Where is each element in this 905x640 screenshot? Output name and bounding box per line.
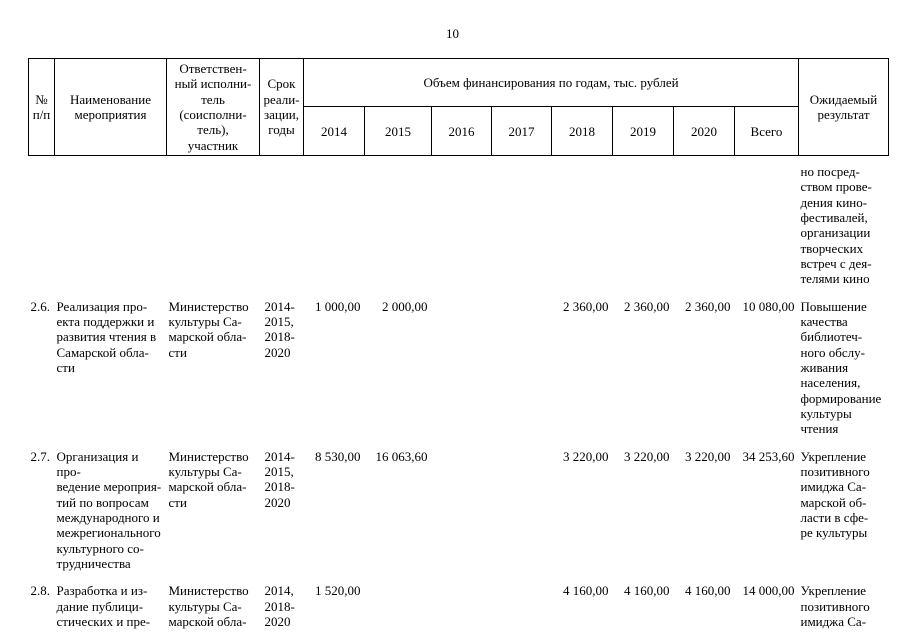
header-year-total: Всего (734, 106, 799, 156)
expected-result-cell: но посред- ством прове- дения кино- фест… (800, 163, 872, 287)
row-number-cell: 2.7. (30, 448, 51, 464)
header-year-2016: 2016 (431, 106, 492, 156)
header-term: Срок реали- зации, годы (259, 58, 304, 156)
header-financing-span: Объем финансирования по годам, тыс. рубл… (303, 57, 799, 108)
year-2015-value-cell: 2 000,00 (382, 298, 428, 314)
header-year-2019: 2019 (612, 106, 674, 156)
term-cell (260, 155, 304, 286)
total-value-cell: 34 253,60 (742, 448, 795, 464)
total-value-cell: 10 080,00 (742, 298, 795, 314)
year-2016-value-cell (432, 437, 492, 572)
header-executor: Ответствен- ный исполни- тель (соисполни… (166, 58, 260, 156)
header-activity-name: Наименование мероприятия (54, 58, 167, 156)
activity-name-cell: Организация и про- ведение мероприя- тий… (56, 448, 162, 571)
term-cell: 2014, 2018- 2020 (264, 583, 295, 629)
row-number-cell (29, 155, 55, 286)
year-2014-value-cell: 8 530,00 (315, 448, 361, 464)
year-2020-value-cell (674, 155, 735, 286)
year-2017-value-cell (492, 437, 552, 572)
year-2018-value-cell: 3 220,00 (563, 448, 609, 464)
year-2016-value-cell (432, 571, 492, 629)
activity-name-cell (55, 155, 167, 286)
activity-name-cell: Реализация про- екта поддержки и развити… (56, 298, 157, 375)
term-cell: 2014- 2015, 2018- 2020 (264, 448, 295, 510)
executor-cell: Министерство культуры Са- марской обла- … (168, 448, 249, 510)
year-2020-value-cell: 2 360,00 (685, 298, 731, 314)
year-2017-value-cell (492, 571, 552, 629)
year-2020-value-cell: 3 220,00 (685, 448, 731, 464)
page-number: 10 (446, 26, 459, 41)
year-2018-value-cell (552, 155, 613, 286)
financing-table: № п/п Наименование мероприятия Ответстве… (28, 57, 889, 629)
year-2015-value-cell: 16 063,60 (375, 448, 428, 464)
row-number-cell: 2.6. (30, 298, 51, 314)
year-2018-value-cell: 2 360,00 (563, 298, 609, 314)
activity-name-cell: Разработка и из- дание публици- стически… (56, 583, 151, 629)
table-body: но посред- ством прове- дения кино- фест… (29, 155, 889, 629)
year-2019-value-cell: 3 220,00 (624, 448, 670, 464)
executor-cell: Министерство культуры Са- марской обла- (168, 583, 249, 629)
year-2017-value-cell (492, 287, 552, 437)
year-2020-value-cell: 4 160,00 (685, 583, 731, 599)
header-year-2020: 2020 (673, 106, 735, 156)
year-2019-value-cell: 2 360,00 (624, 298, 670, 314)
header-row-years: 2014 2015 2016 2017 2018 2019 2020 Всего (29, 106, 889, 156)
year-2019-value-cell (613, 155, 674, 286)
executor-cell (167, 155, 260, 286)
header-year-2015: 2015 (364, 106, 432, 156)
table-row: но посред- ством прове- дения кино- фест… (29, 155, 889, 286)
year-2016-value-cell (432, 155, 492, 286)
header-year-2017: 2017 (491, 106, 552, 156)
year-2014-value-cell: 1 520,00 (315, 583, 361, 599)
table-row: 2.7. Организация и про- ведение мероприя… (29, 437, 889, 572)
year-2016-value-cell (432, 287, 492, 437)
year-2017-value-cell (492, 155, 552, 286)
year-2014-value-cell: 1 000,00 (315, 298, 361, 314)
header-expected-result: Ожидаемый результат (798, 58, 889, 156)
header-year-2014: 2014 (303, 106, 365, 156)
header-num: № п/п (28, 58, 55, 156)
total-value-cell: 14 000,00 (742, 583, 795, 599)
header-row-top: № п/п Наименование мероприятия Ответстве… (28, 57, 889, 156)
expected-result-cell: Повышение качества библиотеч- ного обслу… (800, 298, 882, 437)
executor-cell: Министерство культуры Са- марской обла- … (168, 298, 249, 360)
year-2019-value-cell: 4 160,00 (624, 583, 670, 599)
year-2018-value-cell: 4 160,00 (563, 583, 609, 599)
table-row: 2.8. Разработка и из- дание публици- сти… (29, 571, 889, 629)
year-2015-value-cell (365, 155, 432, 286)
year-2015-value-cell (365, 571, 432, 629)
total-value-cell (735, 155, 799, 286)
term-cell: 2014- 2015, 2018- 2020 (264, 298, 295, 360)
row-number-cell: 2.8. (30, 583, 51, 599)
table-header: № п/п Наименование мероприятия Ответстве… (28, 57, 889, 156)
header-year-2018: 2018 (551, 106, 613, 156)
expected-result-cell: Укрепление позитивного имиджа Са- (800, 583, 870, 629)
table-row: 2.6. Реализация про- екта поддержки и ра… (29, 287, 889, 437)
year-2014-value-cell (304, 155, 365, 286)
expected-result-cell: Укрепление позитивного имиджа Са- марско… (800, 448, 870, 541)
